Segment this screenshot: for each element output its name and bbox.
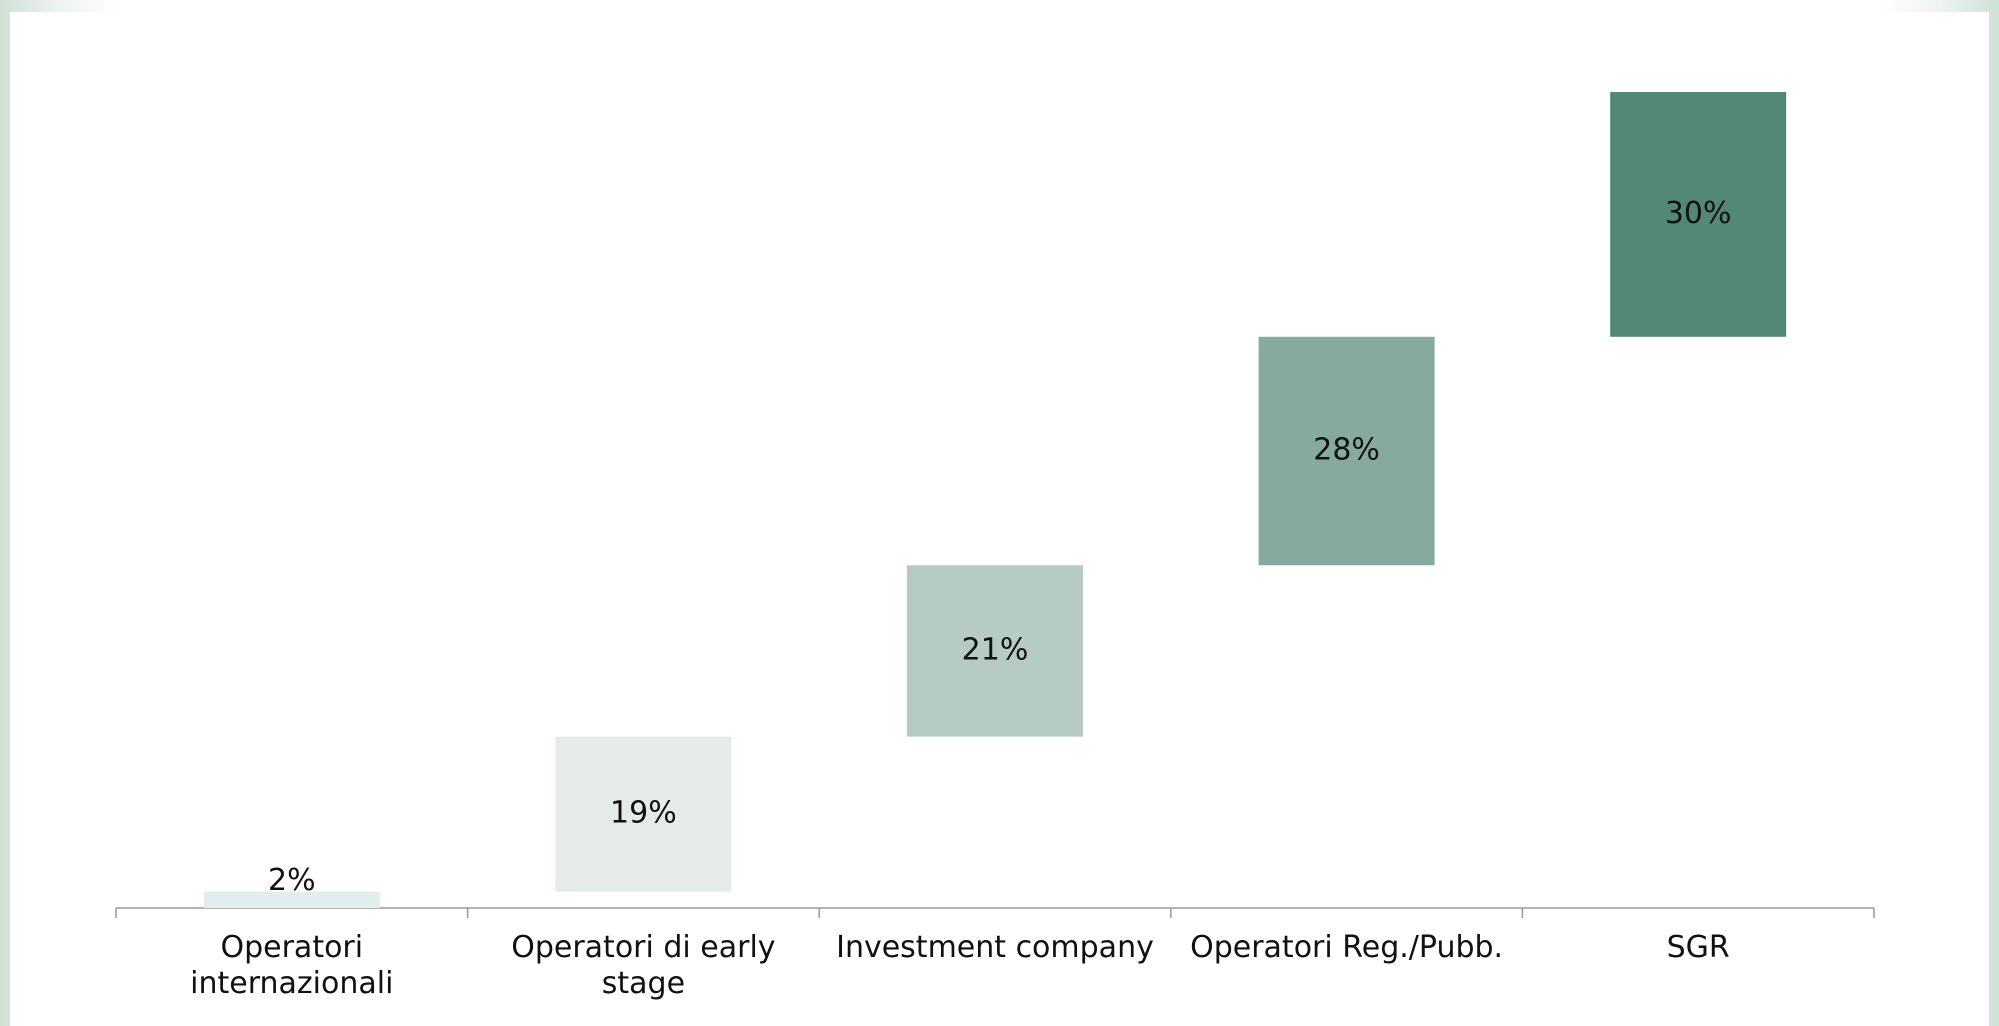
value-label: 30% xyxy=(1665,196,1732,231)
bar xyxy=(555,736,732,892)
x-tick-label: SGR xyxy=(1666,930,1730,965)
x-tick-label: Operatori di early stage xyxy=(511,930,776,1001)
x-tick-label: Operatori internazionali xyxy=(190,930,394,1001)
bar xyxy=(203,891,380,908)
x-tick-label: Investment company xyxy=(836,930,1154,965)
x-tick-label: Operatori Reg./Pubb. xyxy=(1190,930,1504,965)
value-label: 2% xyxy=(268,863,316,898)
value-label: 21% xyxy=(962,632,1029,667)
value-label: 19% xyxy=(610,796,677,831)
bar xyxy=(1258,336,1435,566)
bar xyxy=(907,565,1083,737)
bar xyxy=(1610,92,1787,337)
value-label: 28% xyxy=(1313,433,1380,468)
